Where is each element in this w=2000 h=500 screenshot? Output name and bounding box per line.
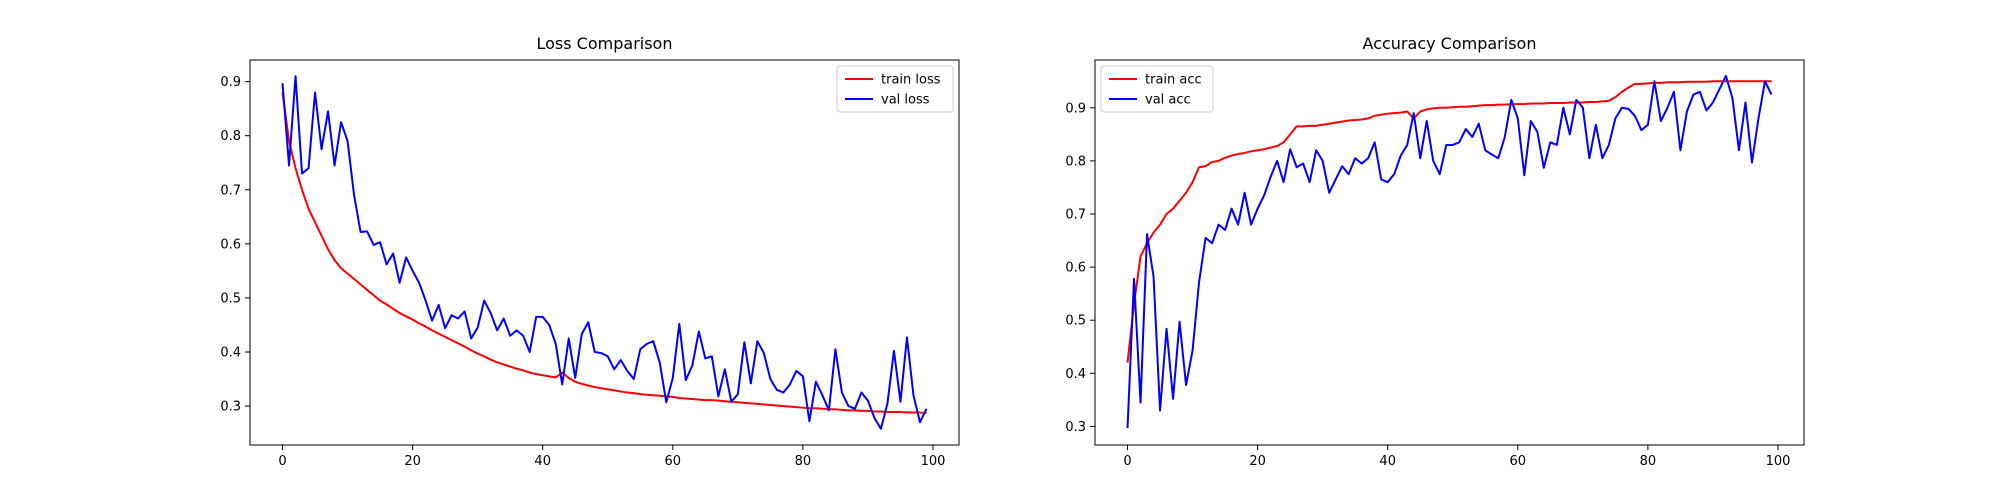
chart-1: Loss Comparison 0 20 40 60 80 100 0.3 0.4 0.5 0.6 0… [220, 34, 960, 469]
y-tick-label: 0.5 [220, 291, 241, 306]
y-tick-label: 0.3 [1065, 420, 1086, 435]
x-tick-label: 80 [1640, 454, 1657, 469]
legend-box [836, 65, 954, 113]
plot-frame [249, 59, 960, 446]
legend-label: val acc [1145, 93, 1191, 108]
series-line-val-acc [1126, 74, 1773, 429]
legend-label: val loss [881, 93, 930, 108]
x-tick-label: 100 [1766, 454, 1791, 469]
chart-title: Accuracy Comparison [1363, 34, 1537, 53]
legend-box [1100, 65, 1214, 113]
y-tick-label: 0.4 [1065, 367, 1086, 382]
y-tick-label: 0.8 [1065, 154, 1086, 169]
x-tick-label: 20 [1249, 454, 1266, 469]
y-tick-label: 0.9 [1065, 101, 1086, 116]
y-tick-label: 0.6 [220, 237, 241, 252]
series-line-train-loss [281, 92, 927, 415]
x-tick-label: 60 [1510, 454, 1527, 469]
y-tick-label: 0.7 [220, 183, 241, 198]
series-line-train-acc [1126, 80, 1772, 363]
y-tick-label: 0.8 [220, 129, 241, 144]
y-tick-label: 0.9 [220, 75, 241, 90]
chart-title: Loss Comparison [537, 34, 673, 53]
x-tick-label: 20 [404, 454, 421, 469]
y-tick-label: 0.6 [1065, 261, 1086, 276]
x-tick-label: 60 [665, 454, 682, 469]
y-tick-label: 0.4 [220, 345, 241, 360]
legend-label: train loss [881, 73, 941, 88]
x-tick-label: 0 [278, 454, 286, 469]
y-tick-label: 0.7 [1065, 208, 1086, 223]
series-line-val-loss [281, 75, 928, 430]
legend: train loss val loss [836, 65, 954, 113]
chart-2: Accuracy Comparison 0 20 40 60 80 100 0.3 0.4 0.5… [1065, 34, 1805, 469]
plot-frame [1094, 59, 1805, 446]
x-tick-label: 0 [1123, 454, 1131, 469]
x-tick-label: 40 [1379, 454, 1396, 469]
legend-label: train acc [1145, 73, 1202, 88]
y-tick-label: 0.3 [220, 400, 241, 415]
x-tick-label: 100 [921, 454, 946, 469]
x-tick-label: 40 [534, 454, 551, 469]
x-tick-label: 80 [795, 454, 812, 469]
y-tick-label: 0.5 [1065, 314, 1086, 329]
legend: train acc val acc [1100, 65, 1214, 113]
